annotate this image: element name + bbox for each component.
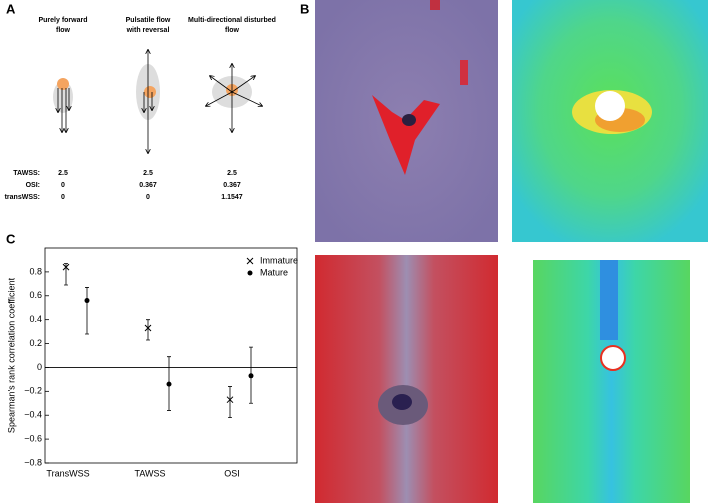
y-tick-label: −0.4 xyxy=(24,410,42,420)
plot-frame xyxy=(44,247,298,464)
y-tick-label: −0.8 xyxy=(24,457,42,467)
marker xyxy=(144,324,152,332)
column-heading: Purely forward flow xyxy=(38,17,87,34)
x-tick-label: OSI xyxy=(224,468,240,478)
marker xyxy=(226,396,234,404)
x-tick-label: TransWSS xyxy=(46,468,89,478)
error-bar xyxy=(228,386,232,419)
panel-label: C xyxy=(6,231,16,246)
error-bar xyxy=(85,287,89,335)
panel-label: B xyxy=(300,1,309,16)
panel-label: A xyxy=(6,1,16,16)
table-value: 1.1547 xyxy=(221,194,243,201)
legend-label: Immature xyxy=(260,255,298,265)
y-tick-label: 0.6 xyxy=(29,290,42,300)
marker xyxy=(166,381,172,387)
y-tick-label: 0.2 xyxy=(29,338,42,348)
marker xyxy=(84,298,90,304)
y-tick-label: −0.2 xyxy=(24,386,42,396)
table-value: 0.367 xyxy=(139,182,157,189)
legend-marker xyxy=(247,270,253,276)
y-tick-label: 0.4 xyxy=(29,314,42,324)
marker xyxy=(62,263,70,271)
table-value: 0 xyxy=(61,194,65,201)
image-panel xyxy=(315,0,708,503)
y-tick-label: 0 xyxy=(37,362,42,372)
x-tick-label: TAWSS xyxy=(135,468,166,478)
y-tick-label: −0.6 xyxy=(24,433,42,443)
column-heading: Pulsatile flow with reversal xyxy=(126,17,171,34)
marker xyxy=(248,373,254,379)
metric-table: Purely forward flow Pulsatile flow with rev… xyxy=(5,17,276,201)
row-label: TAWSS: xyxy=(13,170,40,177)
table-value: 0.367 xyxy=(223,182,241,189)
row-label: OSI: xyxy=(26,182,40,189)
y-axis-label: Spearman's rank correlation coefficient xyxy=(6,277,16,433)
column-heading: Multi-directional disturbed flow xyxy=(188,17,276,34)
table-value: 0 xyxy=(61,182,65,189)
table-value: 2.5 xyxy=(143,170,153,177)
chart: −0.8 −0.6 −0.4 −0.2 0 0.2 0.4 0.6 0.8 Spearman's … xyxy=(6,247,298,478)
legend-label: Mature xyxy=(260,267,288,277)
table-value: 2.5 xyxy=(227,170,237,177)
error-bar xyxy=(146,319,150,341)
row-label: transWSS: xyxy=(5,194,40,201)
table-value: 2.5 xyxy=(58,170,68,177)
legend-marker xyxy=(246,257,254,265)
table-value: 0 xyxy=(146,194,150,201)
y-tick-label: 0.8 xyxy=(29,266,42,276)
flow-diagram xyxy=(53,50,262,153)
